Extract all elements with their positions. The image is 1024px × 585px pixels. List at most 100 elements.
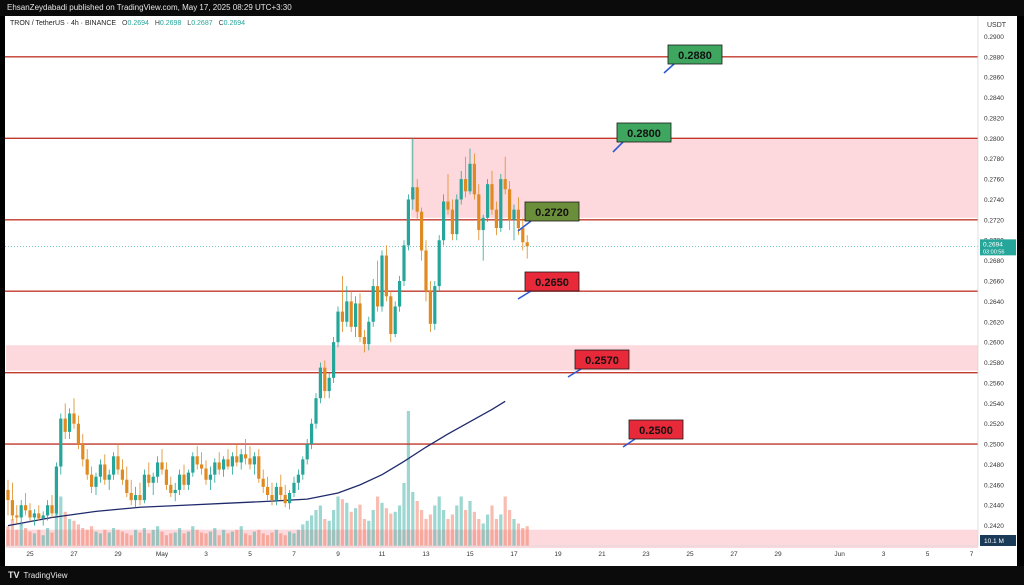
y-tick-label: 0.2500 xyxy=(984,442,1004,449)
candle-body xyxy=(521,228,525,243)
volume-bar xyxy=(116,529,120,546)
candle-body xyxy=(125,479,129,493)
volume-bar xyxy=(98,533,102,546)
candle-body xyxy=(63,418,67,432)
level-label-box-5 xyxy=(628,419,684,440)
candle xyxy=(318,362,322,404)
x-tick-label: 23 xyxy=(642,551,650,558)
candle-body xyxy=(525,242,529,247)
close-label: C xyxy=(218,20,224,27)
candle-body xyxy=(164,469,168,485)
candle xyxy=(512,204,516,241)
volume-bar xyxy=(314,510,318,546)
candle-body xyxy=(499,179,503,228)
volume-bar xyxy=(257,529,261,546)
candle xyxy=(367,316,371,351)
candle xyxy=(349,291,353,332)
candle xyxy=(424,240,428,302)
candle-body xyxy=(371,286,375,322)
candle xyxy=(490,170,494,215)
volume-bar xyxy=(424,519,428,546)
candle xyxy=(204,460,208,485)
candle xyxy=(178,469,182,496)
candle-body xyxy=(120,469,124,480)
x-tick-label: 7 xyxy=(292,551,296,558)
x-tick-label: 11 xyxy=(379,551,386,558)
candle xyxy=(98,459,102,483)
candle xyxy=(411,138,415,210)
candle xyxy=(24,493,28,516)
candle-body xyxy=(59,418,63,467)
candle xyxy=(85,449,89,480)
volume-bar xyxy=(340,499,344,546)
candle xyxy=(279,474,283,501)
candle-body xyxy=(142,474,146,501)
candle xyxy=(340,275,344,332)
volume-bar xyxy=(494,519,498,546)
candle xyxy=(402,240,406,287)
volume-bar xyxy=(169,533,173,546)
candle-body xyxy=(384,255,388,297)
candle xyxy=(191,452,195,477)
candle xyxy=(521,217,525,251)
candle xyxy=(173,482,177,502)
y-tick-label: 0.2520 xyxy=(984,421,1004,428)
candle-body xyxy=(217,462,221,470)
candle-body xyxy=(305,444,309,460)
y-tick-label: 0.2480 xyxy=(984,462,1004,469)
x-tick-label: 3 xyxy=(204,551,208,558)
candle-body xyxy=(98,464,102,477)
volume-bar xyxy=(90,526,94,546)
volume-bar xyxy=(182,533,186,546)
zone-0 xyxy=(410,138,978,218)
candle xyxy=(195,446,199,470)
x-tick-label: 25 xyxy=(686,551,694,558)
candle xyxy=(54,462,58,516)
candle-body xyxy=(147,474,151,483)
volume-bar xyxy=(41,535,45,546)
x-tick-label: 29 xyxy=(114,551,122,558)
candle-body xyxy=(213,462,217,475)
candle-body xyxy=(503,179,507,190)
candle-body xyxy=(244,454,248,459)
level-label-3: 0.2650 xyxy=(535,277,569,289)
y-tick-label: 0.2800 xyxy=(984,136,1004,143)
volume-bar xyxy=(129,535,133,546)
candle xyxy=(200,452,204,475)
volume-bar xyxy=(516,523,520,546)
volume-bar xyxy=(208,531,212,546)
candle-body xyxy=(134,495,138,501)
candle-body xyxy=(310,423,314,445)
volume-bar xyxy=(200,532,204,546)
volume-bar xyxy=(270,532,274,546)
candle-body xyxy=(424,250,428,292)
candle-body xyxy=(81,444,85,460)
level-arrow-3 xyxy=(517,290,532,300)
volume-bar xyxy=(354,508,358,546)
publisher-text: EhsanZeydabadi published on TradingView.… xyxy=(7,3,292,12)
candle xyxy=(28,503,32,522)
candle-body xyxy=(138,495,142,501)
candle xyxy=(261,469,265,493)
candle xyxy=(208,466,212,490)
volume-bar xyxy=(239,526,243,546)
candle xyxy=(398,275,402,312)
candle xyxy=(156,456,160,483)
candle xyxy=(415,179,419,220)
candle-body xyxy=(420,211,424,251)
candle xyxy=(437,235,441,292)
candle-body xyxy=(200,464,204,469)
volume-bar xyxy=(508,510,512,546)
candle-body xyxy=(19,505,23,518)
volume-bar xyxy=(226,533,230,546)
candle xyxy=(138,482,142,506)
candle xyxy=(266,476,270,501)
high-label: H xyxy=(154,20,160,27)
candle xyxy=(481,214,485,261)
candle xyxy=(50,495,54,518)
candle xyxy=(477,184,481,241)
y-tick-label: 0.2760 xyxy=(984,177,1004,184)
volume-bar xyxy=(420,510,424,546)
x-tick-label: 27 xyxy=(730,551,738,558)
